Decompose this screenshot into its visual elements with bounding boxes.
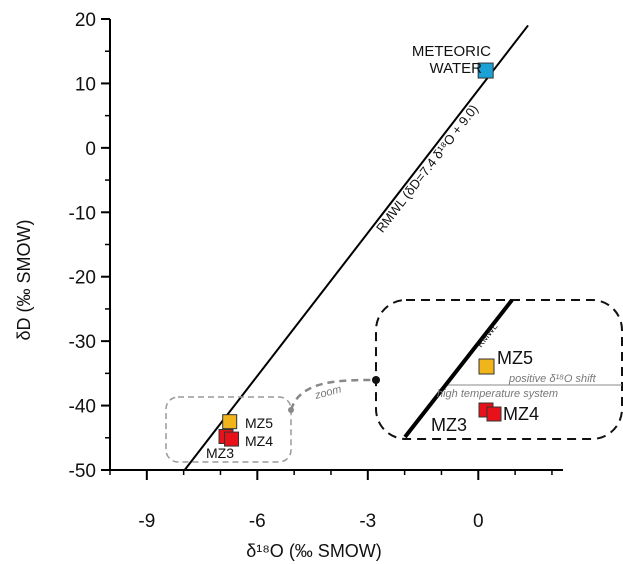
inset-rmwl-line [403,298,514,439]
marker-mz5 [222,414,238,430]
y-tick-label: -30 [69,332,96,353]
inset-label-mz4: MZ4 [503,404,539,424]
data-points [218,62,494,447]
x-tick-label: -6 [249,511,266,532]
rmwl-line [183,24,529,471]
y-axis-ticks: 20 10 0 -10 -20 -30 -40 -50 [69,10,110,482]
y-tick-label: -40 [69,397,96,418]
y-tick-label: -20 [69,268,96,289]
zoom-inset-box [375,299,623,440]
marker-mz4 [224,431,240,447]
inset-marker-mz5 [478,358,495,375]
inset-marker-mz4 [486,406,502,422]
label-meteoric-1: METEORIC [412,43,491,60]
label-mz3: MZ3 [206,445,234,461]
x-tick-label: -3 [359,511,376,532]
zoom-connector-start-dot [288,407,294,413]
label-mz5: MZ5 [245,415,273,431]
y-tick-label: 20 [75,10,96,31]
x-axis-title: δ¹⁸O (‰ SMOW) [246,541,382,561]
label-meteoric-2: WATER [430,60,483,77]
label-mz4: MZ4 [245,433,273,449]
shift-text-1: positive δ¹⁸O shift [508,373,597,385]
shift-text-2: high temperature system [437,388,558,400]
inset-rmwl-label: RMWL [475,321,500,349]
y-axis-title: δD (‰ SMOW) [14,220,34,341]
inset-label-mz3: MZ3 [431,415,467,435]
marker-meteoric-water [477,62,494,79]
zoom-connector [289,378,377,411]
y-tick-label: 0 [85,139,96,160]
x-tick-label: -9 [138,511,155,532]
x-axis-ticks: -9 -6 -3 0 [109,470,553,532]
zoom-source-box [165,396,292,463]
inset-label-mz5: MZ5 [497,348,533,368]
x-tick-label: 0 [473,511,484,532]
y-tick-label: 10 [75,74,96,95]
rmwl-label: RMWL (δD=7.4 δ¹⁸O + 9.0) [373,102,481,236]
y-tick-label: -10 [69,203,96,224]
y-tick-label: -50 [69,461,96,482]
